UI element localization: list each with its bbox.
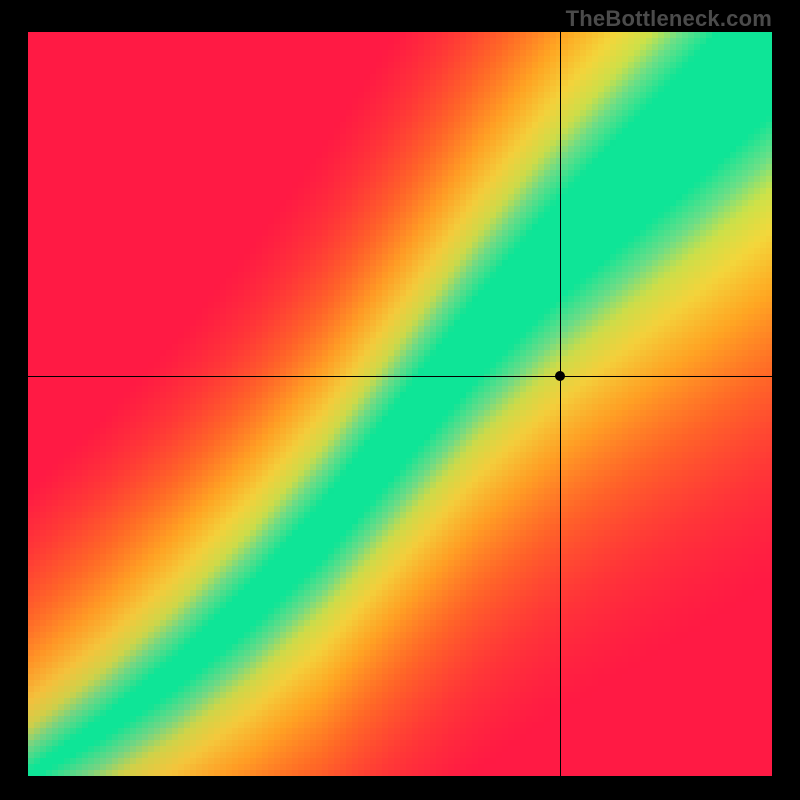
chart-container: TheBottleneck.com [0,0,800,800]
heatmap-canvas [28,32,772,776]
crosshair-vertical [560,32,561,776]
watermark-text: TheBottleneck.com [566,6,772,32]
crosshair-marker [555,371,565,381]
heatmap-plot [28,32,772,776]
crosshair-horizontal [28,376,772,377]
